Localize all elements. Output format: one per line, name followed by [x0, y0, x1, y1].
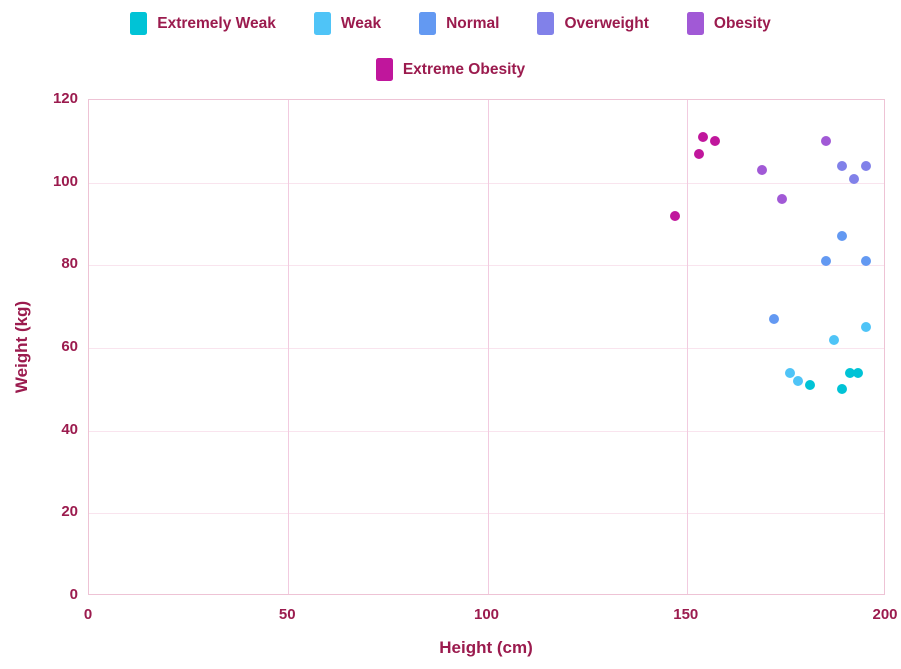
legend-label: Overweight	[564, 14, 649, 32]
y-tick-label: 100	[52, 172, 78, 190]
x-tick-label: 0	[83, 606, 93, 623]
legend-item-weak[interactable]: Weak	[313, 12, 382, 35]
legend-row: Extremely Weak Weak Normal Overweight Obesit…	[0, 12, 901, 35]
scatter-point-extreme-obesity	[697, 132, 708, 143]
scatter-point-extreme-obesity	[669, 210, 680, 221]
scatter-point-normal	[861, 256, 872, 267]
legend-label: Extreme Obesity	[402, 60, 526, 78]
legend-label: Weak	[340, 14, 382, 32]
vertical-gridline	[686, 100, 688, 594]
scatter-point-overweight	[837, 161, 848, 172]
scatter-point-normal	[837, 231, 848, 242]
legend-swatch-icon	[419, 12, 437, 35]
y-tick-label: 20	[61, 503, 78, 521]
scatter-point-obesity	[821, 136, 832, 147]
scatter-point-weak	[861, 322, 872, 333]
legend-item-extreme-obesity[interactable]: Extreme Obesity	[375, 58, 526, 81]
scatter-point-obesity	[777, 194, 788, 205]
legend-item-extremely-weak[interactable]: Extremely Weak	[130, 12, 276, 35]
scatter-point-extreme-obesity	[693, 148, 704, 159]
legend-item-overweight[interactable]: Overweight	[537, 12, 649, 35]
horizontal-gridline	[89, 513, 884, 515]
y-tick-label: 120	[52, 90, 78, 107]
legend-item-normal[interactable]: Normal	[419, 12, 499, 35]
vertical-gridline	[487, 100, 489, 594]
scatter-point-extremely-weak	[845, 367, 856, 378]
x-tick-label: 50	[278, 606, 296, 623]
scatter-point-extremely-weak	[853, 367, 864, 378]
legend-label: Normal	[446, 14, 500, 32]
legend-swatch-icon	[313, 12, 331, 35]
scatter-point-extremely-weak	[805, 380, 816, 391]
x-axis-title: Height (cm)	[439, 638, 533, 657]
scatter-point-weak	[785, 367, 796, 378]
legend-label: Obesity	[713, 14, 771, 32]
y-tick-label: 0	[69, 586, 78, 603]
scatter-point-weak	[829, 334, 840, 345]
vertical-gridline	[288, 100, 290, 594]
x-tick-label: 150	[673, 606, 699, 623]
legend-swatch-icon	[686, 12, 704, 35]
legend-item-obesity[interactable]: Obesity	[686, 12, 771, 35]
plot-area	[88, 99, 885, 595]
legend-swatch-icon	[537, 12, 555, 35]
y-tick-label: 80	[61, 255, 78, 273]
x-tick-label: 100	[473, 606, 500, 623]
scatter-point-weak	[793, 376, 804, 387]
y-tick-label: 60	[61, 338, 78, 355]
legend-row: Extreme Obesity	[0, 58, 901, 81]
scatter-point-normal	[821, 256, 832, 267]
y-tick-label: 40	[61, 420, 78, 438]
scatter-point-overweight	[849, 173, 860, 184]
x-tick-label: 200	[872, 606, 898, 623]
horizontal-gridline	[89, 265, 884, 267]
horizontal-gridline	[89, 348, 884, 349]
legend-label: Extremely Weak	[157, 14, 276, 32]
scatter-point-obesity	[757, 165, 768, 176]
scatter-point-extreme-obesity	[709, 136, 720, 147]
legend-swatch-icon	[130, 12, 148, 35]
horizontal-gridline	[89, 182, 884, 184]
scatter-point-overweight	[861, 161, 872, 172]
horizontal-gridline	[89, 430, 884, 432]
legend-swatch-icon	[375, 58, 393, 81]
scatter-point-normal	[769, 314, 780, 325]
scatter-point-extremely-weak	[837, 384, 848, 395]
